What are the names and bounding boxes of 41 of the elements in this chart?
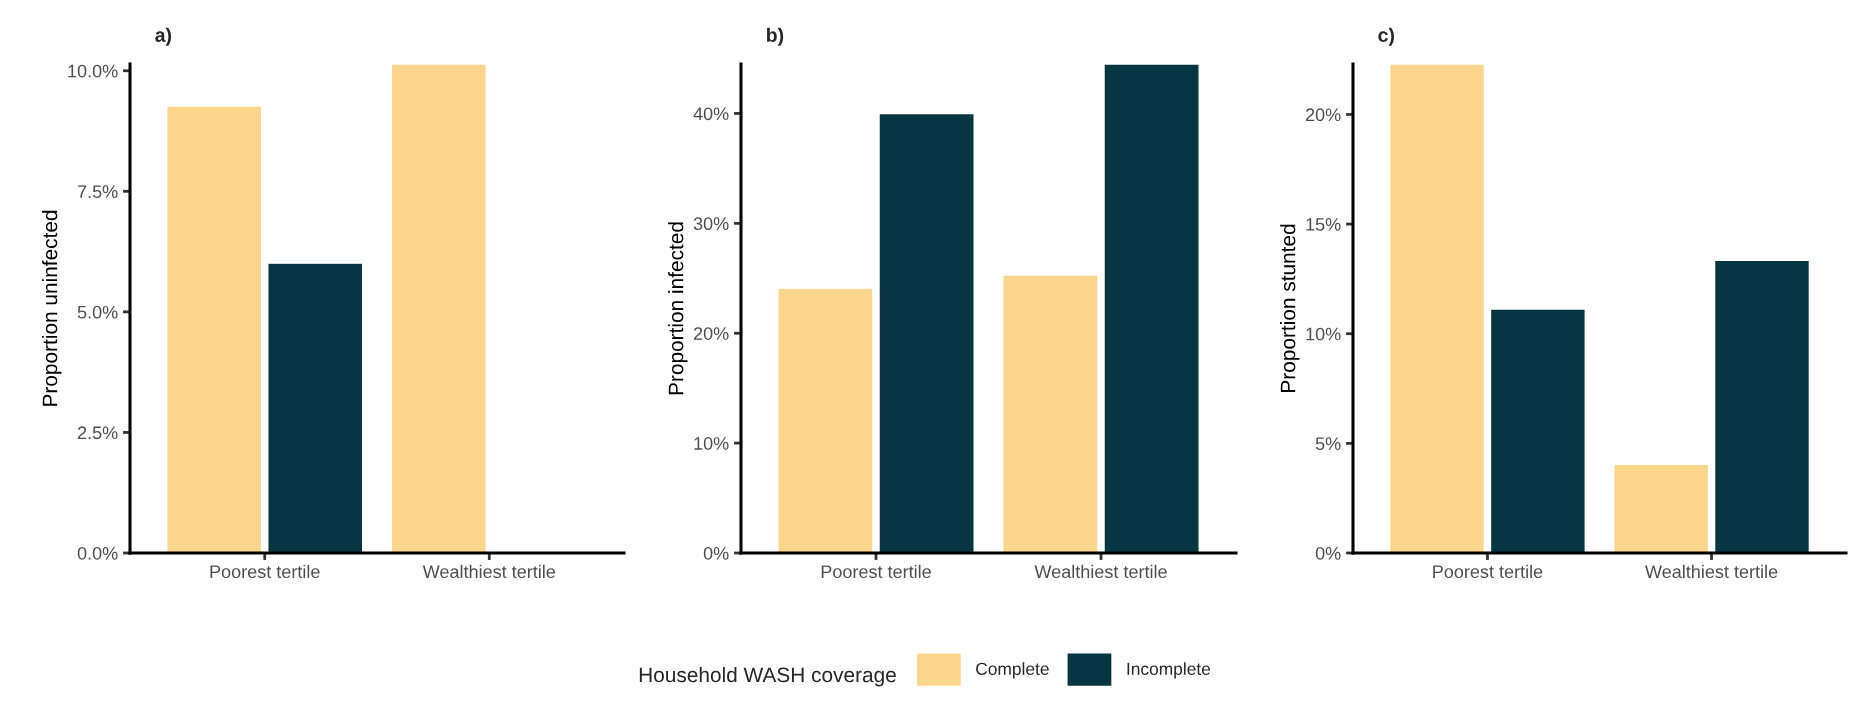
x-tick-label: Poorest tertile <box>1433 564 1543 579</box>
y-tick-label: 40% <box>693 107 729 121</box>
y-tick-label: 15% <box>1306 218 1341 231</box>
bar <box>1103 64 1200 553</box>
x-tick-label: Wealthiest tertile <box>422 564 556 579</box>
y-tick-label: 0% <box>1315 546 1341 560</box>
bar <box>166 105 263 553</box>
y-tick-label: 10% <box>1306 327 1341 341</box>
bar <box>390 64 487 553</box>
bar <box>1713 259 1811 553</box>
y-tick-label: 5.0% <box>77 305 118 319</box>
bar <box>1489 308 1586 553</box>
y-tick-label: 2.5% <box>77 426 118 440</box>
y-tick-label: 20% <box>1305 108 1341 122</box>
y-tick-label: 20% <box>693 327 729 340</box>
bar <box>1002 274 1099 553</box>
legend-title: Household WASH coverage <box>639 666 896 687</box>
y-axis-title: Proportion uninfected <box>42 210 62 406</box>
y-tick-label: 0% <box>703 546 729 560</box>
x-tick-label: Poorest tertile <box>210 564 320 579</box>
y-axis-title: Proportion infected <box>668 222 688 395</box>
bar <box>267 262 364 553</box>
chart-title: c) <box>1378 27 1394 46</box>
bar <box>878 112 975 553</box>
y-tick-label: 5% <box>1315 437 1341 451</box>
x-tick-label: Wealthiest tertile <box>1645 564 1778 579</box>
chart-title: b) <box>767 27 784 46</box>
y-tick-label: 0.0% <box>77 546 118 560</box>
bar <box>777 287 874 553</box>
y-tick-label: 30% <box>693 217 729 231</box>
y-tick-label: 10% <box>694 437 729 450</box>
x-tick-label: Poorest tertile <box>821 564 931 579</box>
bar <box>1613 463 1710 553</box>
y-tick-label: 10.0% <box>68 64 118 78</box>
y-tick-label: 7.5% <box>77 185 118 199</box>
legend-label: Incomplete <box>1127 662 1211 679</box>
legend-label: Complete <box>976 662 1049 679</box>
bar <box>1388 64 1486 553</box>
y-axis-title: Proportion stunted <box>1280 224 1300 392</box>
x-tick-label: Wealthiest tertile <box>1034 564 1167 579</box>
chart-title: a) <box>155 27 172 46</box>
